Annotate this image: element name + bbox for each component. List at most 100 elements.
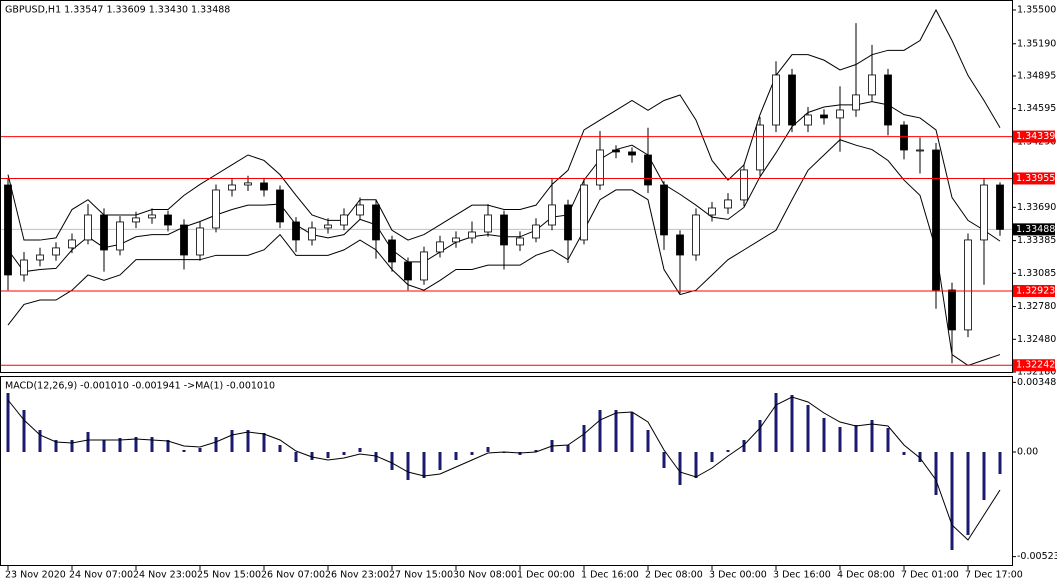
macd-bar (902, 452, 906, 455)
y-tick-label: 1.34895 (1017, 70, 1056, 81)
macd-bar (742, 440, 746, 452)
candle-body (484, 214, 492, 233)
macd-bar (150, 437, 154, 452)
candle-body (100, 214, 108, 251)
x-tick-label: 24 Nov 23:00 (133, 570, 197, 581)
candle-body (916, 149, 924, 152)
x-tick-label: 26 Nov 23:00 (325, 570, 389, 581)
macd-bar (358, 448, 362, 452)
candle-body (52, 247, 60, 256)
y-tick-label: 1.32480 (1017, 334, 1056, 345)
last-price-box (1013, 223, 1055, 236)
macd-bar (342, 452, 346, 455)
candle-body (244, 182, 252, 186)
candle-body (852, 94, 860, 111)
level-label: 1.34339 (1016, 131, 1055, 142)
candle-body (452, 237, 460, 243)
macd-bar (726, 450, 730, 452)
macd-bar (38, 430, 42, 452)
x-tick-label: 7 Dec 17:00 (965, 570, 1023, 581)
macd-bar (998, 452, 1002, 474)
macd-bar (758, 420, 762, 452)
candle-body (948, 289, 956, 331)
candle-body (148, 214, 156, 219)
macd-bar (710, 452, 714, 462)
level-label-box (1013, 359, 1055, 372)
macd-bar (230, 430, 234, 452)
candle-body (644, 154, 652, 186)
candle-body (676, 234, 684, 256)
candle-body (116, 221, 124, 251)
candle-body (228, 184, 236, 191)
candle-body (420, 251, 428, 281)
level-label-box (1013, 130, 1055, 143)
candle-body (468, 231, 476, 239)
macd-bar (22, 410, 26, 452)
macd-bar (630, 412, 634, 452)
macd-bar (214, 437, 218, 452)
macd-bar (790, 395, 794, 452)
macd-frame (0, 376, 1013, 566)
macd-bar (678, 452, 682, 485)
candle-body (740, 169, 748, 201)
macd-bar (6, 393, 10, 452)
candle-body (132, 217, 140, 223)
candle-body (596, 149, 604, 186)
macd-bar (390, 452, 394, 470)
candle-body (388, 239, 396, 263)
candle-body (180, 224, 188, 256)
candle-body (548, 204, 556, 226)
candle-body (500, 214, 508, 246)
macd-bar (70, 440, 74, 452)
candle-body (868, 74, 876, 96)
candle-body (532, 224, 540, 239)
macd-bar (886, 428, 890, 452)
x-tick-label: 26 Nov 07:00 (261, 570, 325, 581)
candle-body (836, 109, 844, 119)
last-price-label: 1.33488 (1016, 224, 1055, 235)
macd-bar (918, 452, 922, 462)
candle-body (756, 124, 764, 171)
candle-body (516, 237, 524, 246)
candle-body (708, 207, 716, 216)
macd-bar (374, 452, 378, 462)
macd-bar (822, 418, 826, 452)
macd-bar (646, 430, 650, 452)
candle-body (68, 239, 76, 249)
x-tick-label: 3 Dec 00:00 (709, 570, 767, 581)
macd-bar (870, 420, 874, 452)
main-frame (0, 0, 1013, 373)
x-tick-label: 1 Dec 00:00 (517, 570, 575, 581)
candle-body (292, 221, 300, 241)
macd-bar (614, 410, 618, 452)
y-tick-label: 0.003481 (1017, 377, 1057, 388)
macd-bar (774, 393, 778, 452)
x-tick-label: 25 Nov 15:00 (197, 570, 261, 581)
macd-bar (326, 452, 330, 458)
macd-bar (166, 440, 170, 452)
candle-body (4, 184, 12, 276)
candle-body (20, 259, 28, 276)
candle-body (932, 149, 940, 291)
macd-bar (598, 410, 602, 452)
x-tick-label: 24 Nov 07:00 (69, 570, 133, 581)
x-tick-label: 2 Dec 08:00 (645, 570, 703, 581)
macd-bar (694, 452, 698, 478)
macd-bar (662, 452, 666, 468)
bollinger-upper (7, 8, 1001, 241)
macd-bar (534, 450, 538, 452)
macd-bar (838, 427, 842, 452)
candle-body (196, 227, 204, 256)
level-label-box (1013, 284, 1055, 297)
macd-bar (246, 430, 250, 452)
macd-bar (294, 452, 298, 462)
macd-bar (854, 425, 858, 452)
candle-body (628, 151, 636, 156)
macd-bar (934, 452, 938, 495)
macd-bar (102, 440, 106, 452)
candle-body (692, 214, 700, 256)
macd-bar (182, 450, 186, 452)
macd-bar (470, 452, 474, 455)
y-tick-label: 1.33690 (1017, 202, 1056, 213)
